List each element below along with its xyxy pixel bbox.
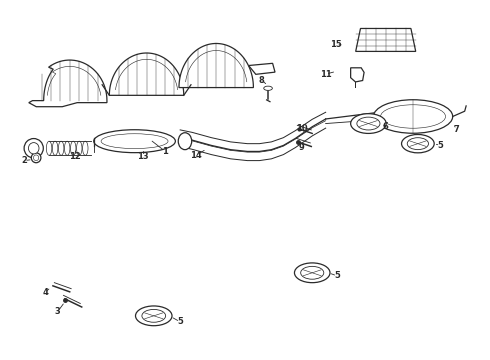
Text: 8: 8 xyxy=(259,76,265,85)
Polygon shape xyxy=(29,60,107,107)
Ellipse shape xyxy=(264,86,272,90)
Ellipse shape xyxy=(178,133,192,150)
Ellipse shape xyxy=(357,117,380,130)
Ellipse shape xyxy=(33,155,39,161)
Text: 10: 10 xyxy=(296,123,308,132)
Text: 5: 5 xyxy=(334,271,340,280)
Polygon shape xyxy=(109,53,184,95)
Text: 9: 9 xyxy=(298,143,304,152)
Ellipse shape xyxy=(31,153,41,163)
Polygon shape xyxy=(351,68,364,82)
Ellipse shape xyxy=(373,100,453,133)
Ellipse shape xyxy=(136,306,172,326)
Ellipse shape xyxy=(294,263,330,283)
Ellipse shape xyxy=(301,266,324,279)
Ellipse shape xyxy=(94,130,175,153)
Text: 12: 12 xyxy=(69,152,80,161)
Text: 6: 6 xyxy=(383,122,389,131)
Text: 1: 1 xyxy=(162,147,168,156)
Text: 13: 13 xyxy=(137,152,149,161)
Ellipse shape xyxy=(401,135,434,153)
Polygon shape xyxy=(356,28,416,51)
Text: 11: 11 xyxy=(320,70,332,79)
Text: 5: 5 xyxy=(438,141,443,150)
Text: 3: 3 xyxy=(55,307,61,316)
Text: 7: 7 xyxy=(453,125,459,134)
Ellipse shape xyxy=(24,139,43,158)
Ellipse shape xyxy=(28,143,39,154)
Ellipse shape xyxy=(351,114,386,134)
Polygon shape xyxy=(248,63,275,74)
Polygon shape xyxy=(179,44,253,87)
Ellipse shape xyxy=(407,138,428,150)
Ellipse shape xyxy=(142,309,166,322)
Text: 4: 4 xyxy=(42,288,48,297)
Text: 5: 5 xyxy=(177,317,183,326)
Text: 2: 2 xyxy=(21,156,27,165)
Text: 15: 15 xyxy=(330,40,342,49)
Text: 14: 14 xyxy=(190,151,202,160)
